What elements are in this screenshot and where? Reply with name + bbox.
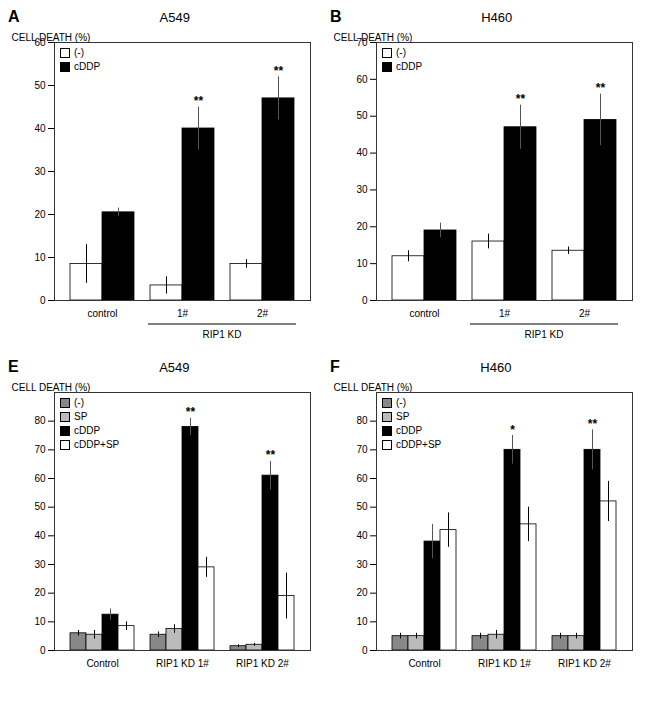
svg-text:0: 0 [362, 645, 368, 656]
svg-text:RIP1 KD: RIP1 KD [525, 329, 564, 340]
svg-text:0: 0 [362, 295, 368, 306]
svg-text:20: 20 [34, 587, 46, 598]
html-text:cDDP+SP: cDDP+SP [74, 439, 120, 450]
svg-text:50: 50 [34, 80, 46, 91]
svg-text:30: 30 [356, 559, 368, 570]
svg-text:0: 0 [40, 645, 46, 656]
svg-text:Control: Control [408, 658, 440, 669]
html-text:B: B [330, 8, 342, 25]
svg-text:60: 60 [356, 473, 368, 484]
svg-text:RIP1 KD 2#: RIP1 KD 2# [236, 658, 289, 669]
html-text:H460: H460 [480, 360, 512, 375]
svg-text:70: 70 [34, 444, 46, 455]
svg-text:70: 70 [356, 444, 368, 455]
html-text:cDDP+SP: cDDP+SP [396, 439, 442, 450]
html-text:cDDP: cDDP [396, 425, 423, 436]
svg-text:20: 20 [34, 209, 46, 220]
svg-text:**: ** [186, 405, 196, 419]
svg-text:RIP1 KD 1#: RIP1 KD 1# [478, 658, 531, 669]
svg-text:**: ** [588, 417, 598, 431]
svg-text:CELL DEATH (%): CELL DEATH (%) [12, 382, 91, 393]
svg-text:2#: 2# [579, 308, 591, 319]
html-text:H460: H460 [481, 10, 513, 25]
svg-text:CELL DEATH (%): CELL DEATH (%) [12, 32, 91, 43]
html-text:SP: SP [396, 411, 410, 422]
svg-text:CELL DEATH (%): CELL DEATH (%) [334, 382, 413, 393]
html-text:A549: A549 [159, 360, 190, 375]
svg-text:control: control [409, 308, 439, 319]
html-text:E: E [8, 358, 19, 375]
svg-text:**: ** [274, 64, 284, 78]
html-text:cDDP: cDDP [74, 61, 101, 72]
html-text:SP: SP [74, 411, 88, 422]
svg-text:**: ** [596, 81, 606, 95]
svg-text:40: 40 [356, 530, 368, 541]
html-text:F: F [330, 358, 340, 375]
svg-text:RIP1 KD 1#: RIP1 KD 1# [156, 658, 209, 669]
svg-text:50: 50 [356, 501, 368, 512]
svg-text:**: ** [516, 92, 526, 106]
svg-text:**: ** [266, 448, 276, 462]
svg-text:Control: Control [86, 658, 118, 669]
svg-text:RIP1 KD: RIP1 KD [203, 329, 242, 340]
svg-text:60: 60 [34, 473, 46, 484]
html-text:cDDP: cDDP [74, 425, 101, 436]
svg-text:2#: 2# [257, 308, 269, 319]
svg-text:40: 40 [34, 530, 46, 541]
svg-text:20: 20 [356, 587, 368, 598]
svg-text:80: 80 [34, 415, 46, 426]
svg-text:60: 60 [356, 74, 368, 85]
svg-text:20: 20 [356, 221, 368, 232]
svg-text:*: * [510, 423, 515, 437]
svg-text:10: 10 [34, 252, 46, 263]
svg-text:40: 40 [356, 147, 368, 158]
html-text:cDDP: cDDP [396, 61, 423, 72]
svg-text:30: 30 [34, 166, 46, 177]
svg-text:**: ** [194, 94, 204, 108]
svg-text:1#: 1# [177, 308, 189, 319]
svg-text:10: 10 [356, 258, 368, 269]
svg-text:10: 10 [34, 616, 46, 627]
svg-text:RIP1 KD 2#: RIP1 KD 2# [558, 658, 611, 669]
svg-text:0: 0 [40, 295, 46, 306]
svg-text:30: 30 [34, 559, 46, 570]
html-text:A549: A549 [159, 10, 190, 25]
html-text:A: A [8, 8, 20, 25]
svg-text:CELL DEATH (%): CELL DEATH (%) [334, 32, 413, 43]
svg-text:10: 10 [356, 616, 368, 627]
svg-text:control: control [87, 308, 117, 319]
svg-text:50: 50 [34, 501, 46, 512]
svg-text:40: 40 [34, 123, 46, 134]
svg-text:30: 30 [356, 184, 368, 195]
svg-text:1#: 1# [499, 308, 511, 319]
svg-text:80: 80 [356, 415, 368, 426]
svg-text:50: 50 [356, 110, 368, 121]
